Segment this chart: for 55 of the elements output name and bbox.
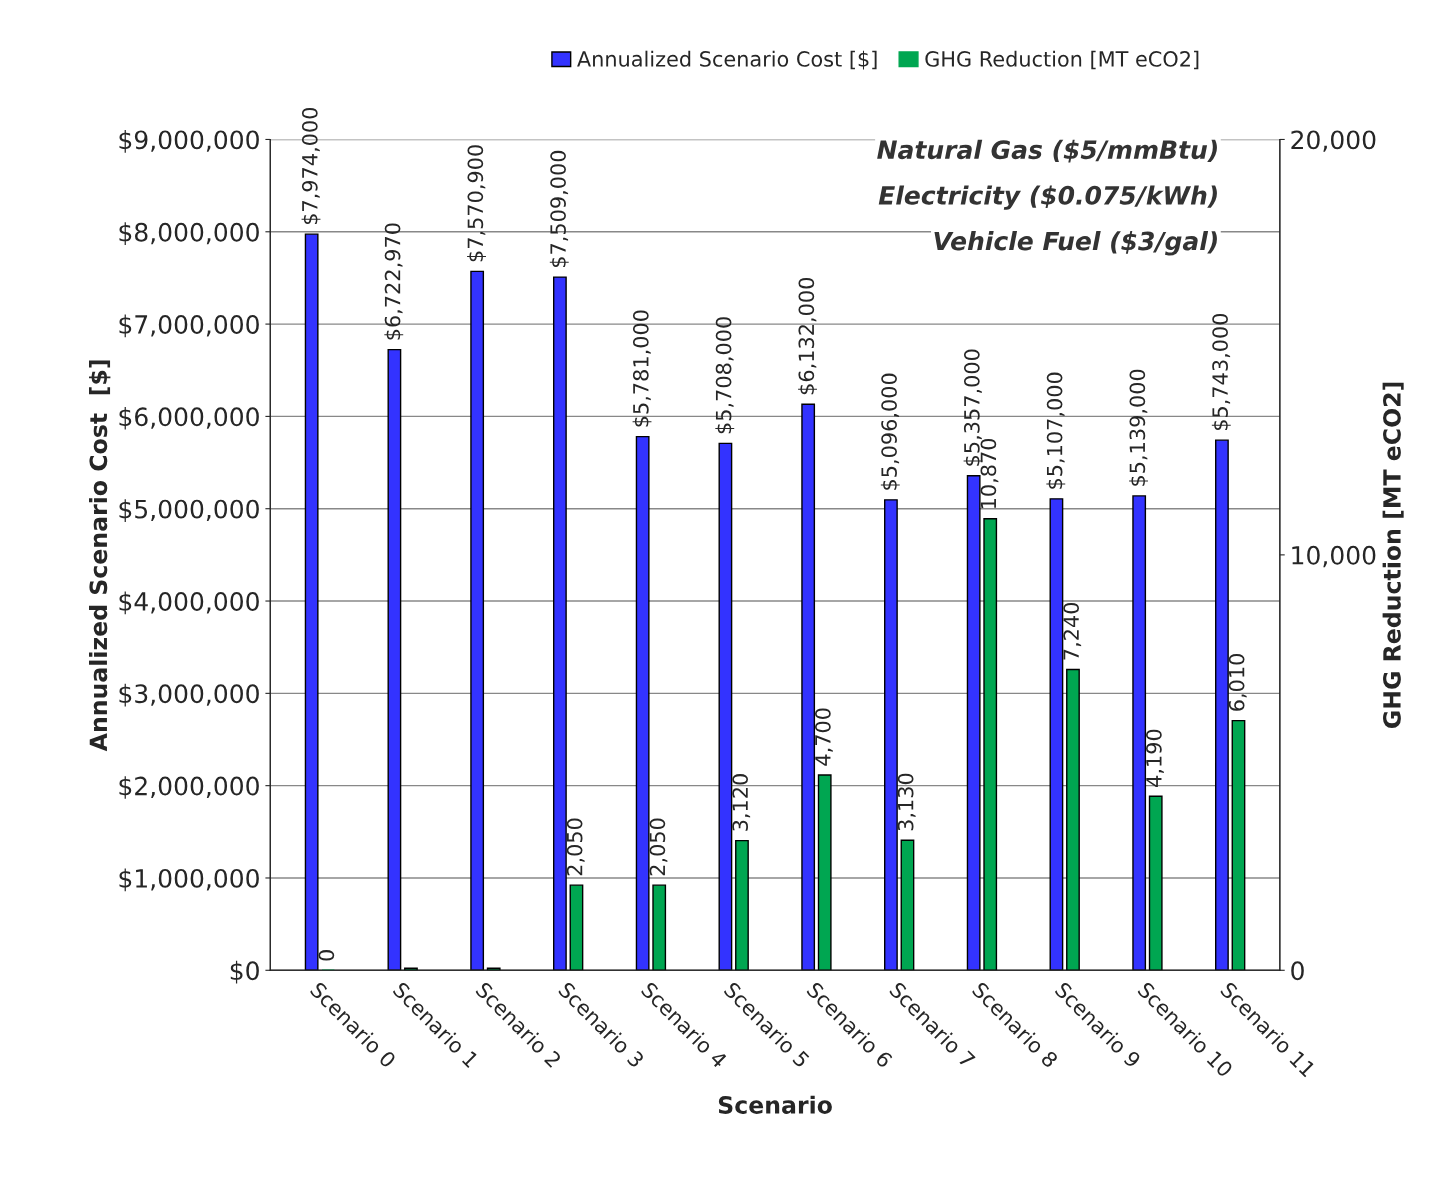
bar (635, 435, 650, 971)
y-tick-label: $3,000,000 (119, 683, 259, 707)
bar (387, 348, 402, 971)
data-label: 2,050 (649, 818, 668, 876)
annotation: Natural Gas ($5/mmBtu) (877, 139, 1217, 163)
legend-label: GHG Reduction [MT eCO2] (925, 50, 1199, 70)
data-label: 3,130 (897, 773, 916, 831)
legend-label: Annualized Scenario Cost [$] (577, 50, 877, 70)
data-label: $5,781,000 (632, 310, 652, 427)
y2-tick-label: 20,000 (1291, 130, 1376, 152)
y-tick-label: $9,000,000 (119, 129, 259, 153)
data-label: $5,139,000 (1129, 369, 1148, 486)
bar (1132, 495, 1147, 971)
y-tick-label: $2,000,000 (119, 776, 259, 799)
bar (553, 276, 567, 971)
bar (652, 884, 667, 971)
x-axis-title: Scenario (718, 1095, 832, 1114)
data-label: $5,743,000 (1211, 313, 1231, 431)
bar (900, 839, 915, 971)
data-label: $7,509,000 (549, 150, 569, 268)
bar (801, 403, 816, 971)
y-tick-label: $6,000,000 (119, 406, 259, 430)
y2-tick-label: 0 (1291, 961, 1304, 981)
y-axis-title: Annualized Scenario Cost [$] (89, 360, 111, 752)
data-label: $5,708,000 (715, 317, 735, 434)
y2-axis-title: GHG Reduction [MT eCO2] (1382, 382, 1404, 728)
annotation: Electricity ($0.075/kWh) (878, 185, 1217, 210)
data-label: $5,096,000 (880, 373, 900, 490)
y-tick-label: $4,000,000 (119, 591, 259, 615)
data-label: 7,240 (1063, 602, 1082, 660)
data-label: 4,190 (1146, 729, 1164, 787)
data-label: 6,010 (1228, 654, 1247, 711)
y-tick-label: $7,000,000 (119, 314, 259, 338)
y-tick-label: $5,000,000 (119, 499, 259, 522)
data-label: 0 (318, 950, 335, 961)
data-label: $6,722,970 (384, 223, 404, 340)
data-label: 3,120 (732, 774, 751, 831)
bar (884, 499, 898, 971)
bar (304, 233, 319, 971)
data-label: $7,570,900 (467, 145, 486, 262)
y-tick-label: $0 (230, 960, 259, 984)
data-label: $7,974,000 (301, 107, 321, 225)
y-tick-label: $8,000,000 (119, 222, 259, 245)
bar (735, 839, 749, 971)
bar (569, 884, 584, 971)
y-tick-label: $1,000,000 (119, 868, 259, 892)
bar (1215, 439, 1229, 971)
bar (718, 442, 733, 971)
data-label: $5,107,000 (1046, 372, 1066, 489)
annotation: Vehicle Fuel ($3/gal) (934, 231, 1217, 256)
data-label: 2,050 (566, 818, 585, 876)
y2-tick-label: 10,000 (1292, 545, 1376, 568)
data-label: 4,700 (815, 708, 833, 766)
bar (470, 270, 485, 971)
data-label: $6,132,000 (798, 277, 817, 395)
